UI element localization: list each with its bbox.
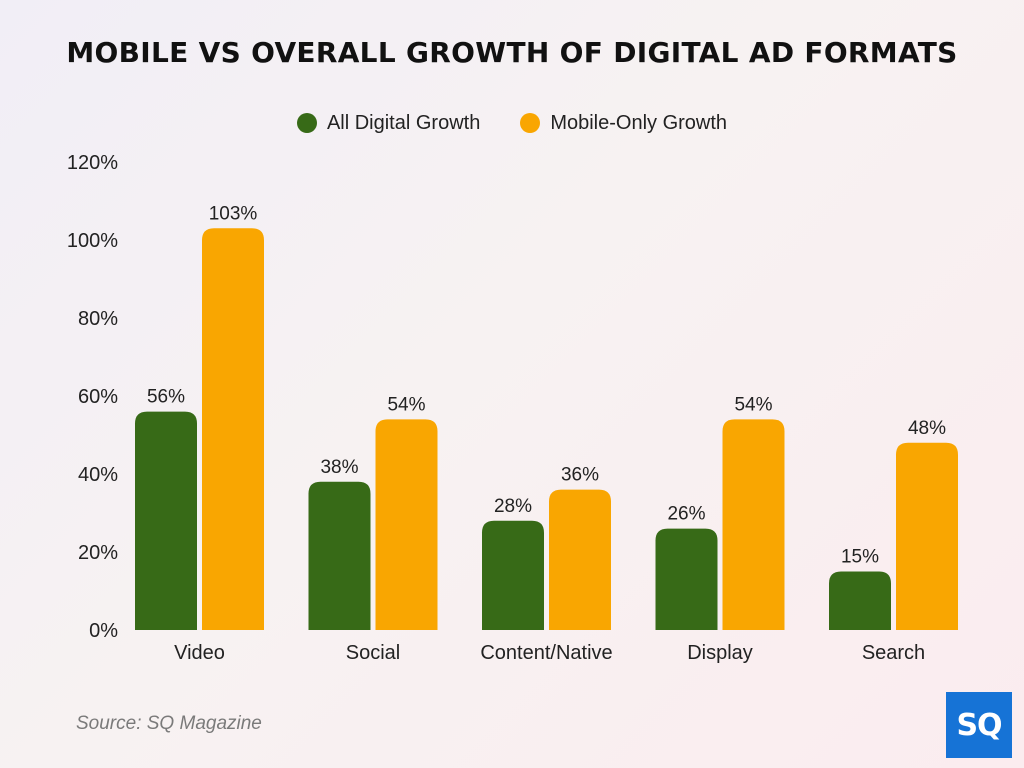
bar-all-digital (829, 571, 891, 630)
bar-all-digital (482, 520, 544, 630)
y-tick-label: 60% (78, 386, 118, 408)
data-label: 54% (734, 394, 772, 415)
source-note: Source: SQ Magazine (76, 713, 262, 734)
bar-mobile-only (202, 228, 264, 631)
data-label: 103% (209, 203, 258, 224)
bar-mobile-only (375, 419, 438, 630)
x-tick-label: Video (174, 642, 225, 664)
data-label: 38% (320, 457, 358, 478)
data-label: 48% (908, 418, 946, 439)
bar-mobile-only (896, 442, 958, 630)
data-label: 15% (841, 547, 879, 568)
x-tick-label: Search (862, 642, 925, 664)
legend-label-all-digital: All Digital Growth (326, 111, 481, 134)
x-tick-label: Display (687, 642, 753, 664)
data-label: 28% (494, 496, 532, 517)
bar-mobile-only (722, 419, 785, 630)
legend-item-mobile-only: Mobile-Only Growth (520, 112, 727, 135)
data-label: 26% (667, 504, 705, 525)
y-tick-label: 0% (89, 620, 118, 642)
data-label: 36% (561, 465, 599, 486)
legend-swatch-all-digital (296, 113, 317, 133)
y-tick-label: 20% (78, 542, 118, 564)
bar-all-digital (655, 528, 718, 630)
y-tick-label: 40% (78, 464, 118, 486)
x-tick-label: Social (346, 642, 400, 664)
y-tick-label: 80% (78, 308, 118, 330)
bar-mobile-only (549, 489, 611, 630)
chart-title: MOBILE VS OVERALL GROWTH OF DIGITAL AD F… (66, 36, 958, 69)
legend-swatch-mobile-only (520, 113, 541, 133)
legend-label-mobile-only: Mobile-Only Growth (550, 111, 728, 134)
y-tick-label: 100% (67, 230, 118, 252)
data-label: 54% (387, 394, 425, 415)
data-label: 56% (147, 387, 185, 408)
legend-item-all-digital: All Digital Growth (296, 111, 481, 135)
y-tick-label: 120% (67, 152, 118, 174)
bar-all-digital (308, 481, 371, 630)
x-tick-label: Content/Native (480, 642, 612, 664)
sq-logo: SQ (946, 692, 1012, 758)
bar-all-digital (135, 411, 197, 630)
legend: All Digital Growth Mobile-Only Growth (0, 110, 1024, 136)
